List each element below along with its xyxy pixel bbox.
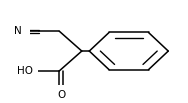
Text: HO: HO [17,66,33,76]
Text: N: N [14,26,22,36]
Text: O: O [57,90,65,100]
